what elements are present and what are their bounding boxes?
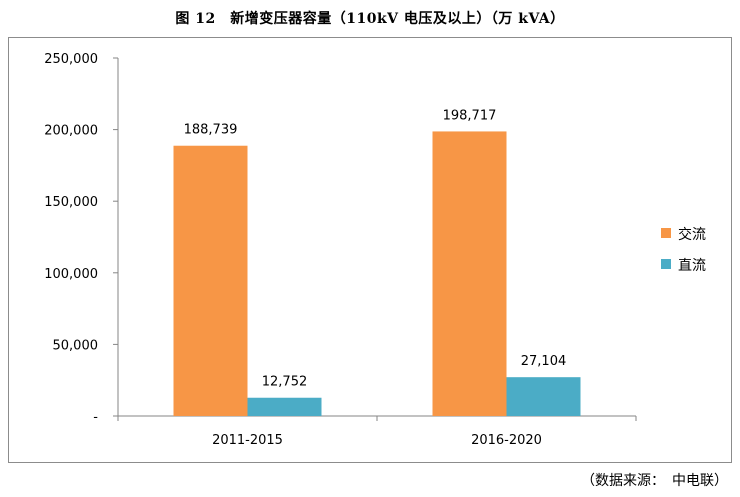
bars bbox=[173, 131, 581, 416]
data-label: 188,739 bbox=[184, 123, 238, 138]
axes: - 50,000 100,000 150,000 200,000 250,000 2011-… bbox=[44, 52, 637, 448]
bar-ac-2016-2020 bbox=[432, 131, 507, 416]
bar-dc-2011-2015 bbox=[247, 397, 322, 416]
bar-dc-2016-2020 bbox=[506, 377, 581, 416]
bar-ac-2011-2015 bbox=[173, 145, 248, 416]
data-source-note: （数据来源： 中电联） bbox=[581, 473, 728, 489]
y-tick-label: - bbox=[93, 410, 98, 425]
legend-swatch bbox=[661, 259, 671, 269]
y-tick-label: 50,000 bbox=[53, 338, 99, 353]
y-tick-label: 100,000 bbox=[44, 267, 98, 282]
chart-title: 图 12 新增变压器容量（110kV 电压及以上）（万 kVA） bbox=[175, 11, 565, 27]
y-tick-label: 200,000 bbox=[44, 124, 98, 139]
data-labels: 188,739 12,752 198,717 27,104 bbox=[184, 108, 567, 389]
x-category-label: 2016-2020 bbox=[471, 433, 542, 448]
data-label: 198,717 bbox=[443, 108, 497, 123]
data-label: 12,752 bbox=[262, 375, 308, 390]
y-tick-label: 150,000 bbox=[44, 195, 98, 210]
legend-label: 直流 bbox=[678, 257, 706, 274]
x-category-label: 2011-2015 bbox=[212, 433, 283, 448]
legend-swatch bbox=[661, 228, 671, 238]
legend-label: 交流 bbox=[678, 226, 706, 243]
chart-frame bbox=[8, 37, 732, 463]
data-label: 27,104 bbox=[521, 354, 567, 369]
y-tick-label: 250,000 bbox=[44, 52, 98, 67]
